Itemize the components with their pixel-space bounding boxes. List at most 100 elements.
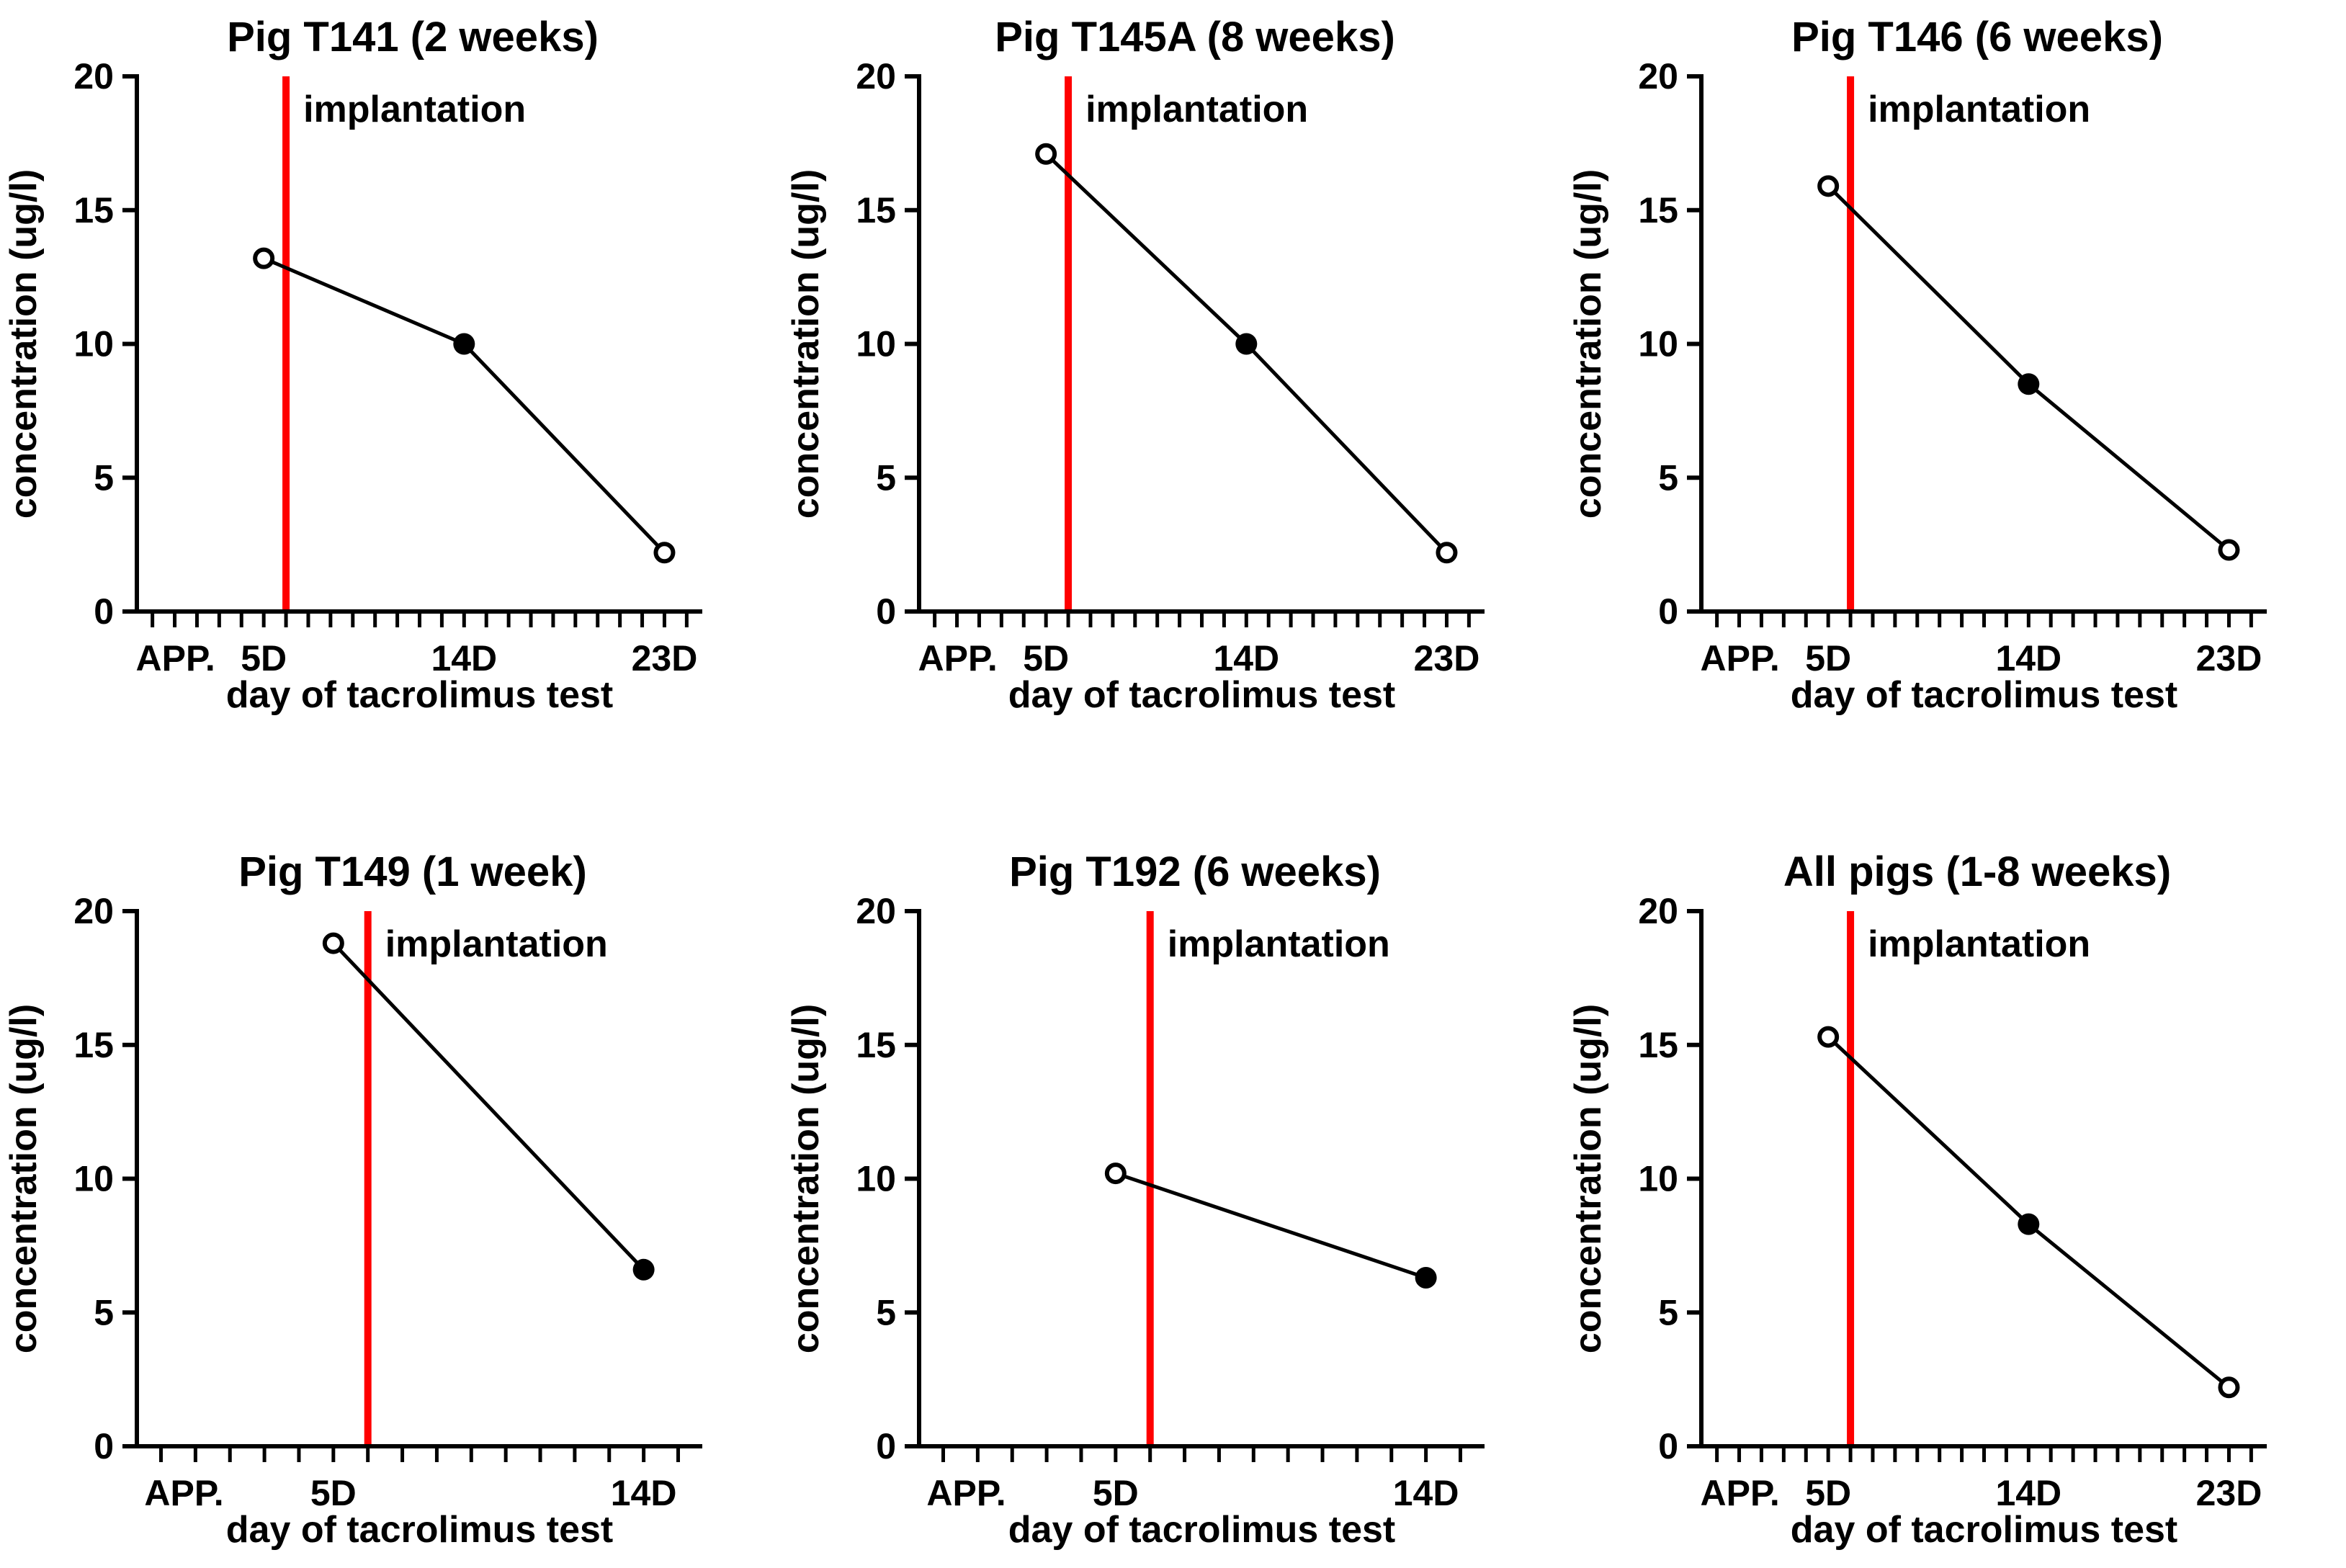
x-tick-label: 23D: [632, 638, 698, 678]
x-tick-label: APP.: [926, 1473, 1006, 1513]
data-point-open: [2218, 1376, 2240, 1398]
y-tick-label: 15: [73, 1024, 114, 1065]
y-tick-label: 15: [856, 1024, 896, 1065]
line-chart-svg: implantation 0 5 10 15 20 APP. 5D 14D 23D day of t…: [785, 56, 1485, 716]
x-tick-label: APP.: [144, 1473, 223, 1513]
x-tick-label: 23D: [2196, 1473, 2262, 1513]
chart-title: Pig T192 (6 weeks): [1009, 848, 1381, 895]
y-tick-label: 15: [73, 190, 114, 230]
x-tick-label: 14D: [431, 638, 497, 678]
chart-pig-t145a: Pig T145A (8 weeks) implantation 0 5 10 15 20…: [782, 0, 1564, 784]
x-tick-label: 14D: [1995, 1473, 2061, 1513]
chart-title: Pig T149 (1 week): [238, 848, 587, 895]
y-tick-label: 10: [1638, 324, 1678, 364]
y-tick-label: 10: [73, 324, 114, 364]
y-tick-label: 20: [73, 56, 114, 97]
y-tick-label: 0: [94, 591, 114, 632]
y-axis-label: concentration (ug/l): [1567, 1003, 1609, 1353]
x-tick-label: APP.: [918, 638, 998, 678]
x-tick-label: 5D: [1805, 638, 1851, 678]
y-tick-label: 10: [1638, 1158, 1678, 1199]
chart-pig-t146: Pig T146 (6 weeks) implantation 0 5 10 15 20 A…: [1564, 0, 2346, 784]
y-axis-label: concentration (ug/l): [3, 169, 45, 519]
y-tick-label: 10: [856, 324, 896, 364]
implantation-label: implantation: [1168, 923, 1390, 965]
y-tick-label: 10: [73, 1158, 114, 1199]
x-tick-label: APP.: [1701, 1473, 1780, 1513]
data-line: [1114, 1171, 1428, 1279]
chart-title: Pig T146 (6 weeks): [1791, 14, 2163, 61]
x-tick-label: 14D: [1393, 1473, 1459, 1513]
data-line: [331, 941, 646, 1271]
x-tick-label: 14D: [1213, 638, 1279, 678]
x-tick-label: 5D: [1093, 1473, 1139, 1513]
x-tick-label: APP.: [1701, 638, 1780, 678]
y-tick-label: 20: [1638, 891, 1678, 931]
x-tick-label: APP.: [136, 638, 215, 678]
data-point-filled: [632, 1258, 655, 1281]
x-tick-label: 5D: [310, 1473, 357, 1513]
data-point-open: [322, 932, 344, 954]
y-tick-label: 15: [1638, 190, 1678, 230]
data-point-open: [1104, 1162, 1127, 1184]
y-axis-label: concentration (ug/l): [785, 1003, 827, 1353]
data-point-filled: [2018, 1213, 2040, 1235]
y-axis-label: concentration (ug/l): [1567, 169, 1609, 519]
line-chart-svg: implantation 0 5 10 15 20 APP. 5D 14D 23D day of t…: [1567, 891, 2267, 1551]
chart-title: Pig T141 (2 weeks): [227, 14, 599, 61]
y-tick-label: 5: [876, 457, 896, 498]
x-tick-label: 14D: [1995, 638, 2061, 678]
implantation-label: implantation: [1868, 923, 2090, 965]
x-axis-label: day of tacrolimus test: [1008, 674, 1395, 716]
data-point-filled: [1235, 333, 1258, 355]
y-tick-label: 0: [1658, 1426, 1678, 1466]
chart-pig-t192: Pig T192 (6 weeks) implantation 0 5 10 15 20 A…: [782, 784, 1564, 1568]
y-tick-label: 0: [94, 1426, 114, 1466]
data-point-open: [1817, 1026, 1840, 1048]
data-point-filled: [1415, 1266, 1437, 1289]
line-chart-svg: implantation 0 5 10 15 20 APP. 5D 14D 23D day of t…: [1567, 56, 2267, 716]
x-tick-label: 23D: [2196, 638, 2262, 678]
y-tick-label: 0: [876, 591, 896, 632]
chart-pig-t149: Pig T149 (1 week) implantation 0 5 10 15 20 AP…: [0, 784, 782, 1568]
x-tick-label: 14D: [611, 1473, 677, 1513]
x-tick-label: 5D: [241, 638, 287, 678]
y-tick-label: 0: [876, 1426, 896, 1466]
y-tick-label: 5: [1658, 457, 1678, 498]
y-tick-label: 5: [94, 457, 114, 498]
data-point-filled: [2018, 373, 2040, 395]
y-tick-label: 20: [73, 891, 114, 931]
data-point-open: [2218, 539, 2240, 561]
y-tick-label: 20: [1638, 56, 1678, 97]
data-line: [1826, 184, 2231, 552]
data-point-open: [1436, 542, 1458, 564]
y-tick-label: 20: [856, 56, 896, 97]
data-point-open: [653, 542, 676, 564]
y-tick-label: 15: [856, 190, 896, 230]
chart-title: Pig T145A (8 weeks): [995, 14, 1395, 61]
chart-all-pigs: All pigs (1-8 weeks) implantation 0 5 10 15 2…: [1564, 784, 2346, 1568]
implantation-label: implantation: [1085, 89, 1308, 130]
y-axis-label: concentration (ug/l): [3, 1003, 45, 1353]
y-tick-label: 10: [856, 1158, 896, 1199]
data-line: [261, 256, 666, 555]
data-point-open: [1035, 143, 1057, 165]
y-tick-label: 15: [1638, 1024, 1678, 1065]
x-axis-label: day of tacrolimus test: [226, 1509, 613, 1551]
chart-pig-t141: Pig T141 (2 weeks) implantation 0 5 10 15 20 A…: [0, 0, 782, 784]
implantation-label: implantation: [385, 923, 608, 965]
x-axis-label: day of tacrolimus test: [1791, 674, 2177, 716]
x-axis-label: day of tacrolimus test: [226, 674, 613, 716]
y-tick-label: 5: [94, 1292, 114, 1332]
implantation-label: implantation: [1868, 89, 2090, 130]
data-point-filled: [453, 333, 475, 355]
x-tick-label: 23D: [1414, 638, 1480, 678]
line-chart-svg: implantation 0 5 10 15 20 APP. 5D 14D 23D day of t…: [3, 56, 702, 716]
y-tick-label: 5: [1658, 1292, 1678, 1332]
y-tick-label: 5: [876, 1292, 896, 1332]
implantation-label: implantation: [303, 89, 526, 130]
y-tick-label: 20: [856, 891, 896, 931]
